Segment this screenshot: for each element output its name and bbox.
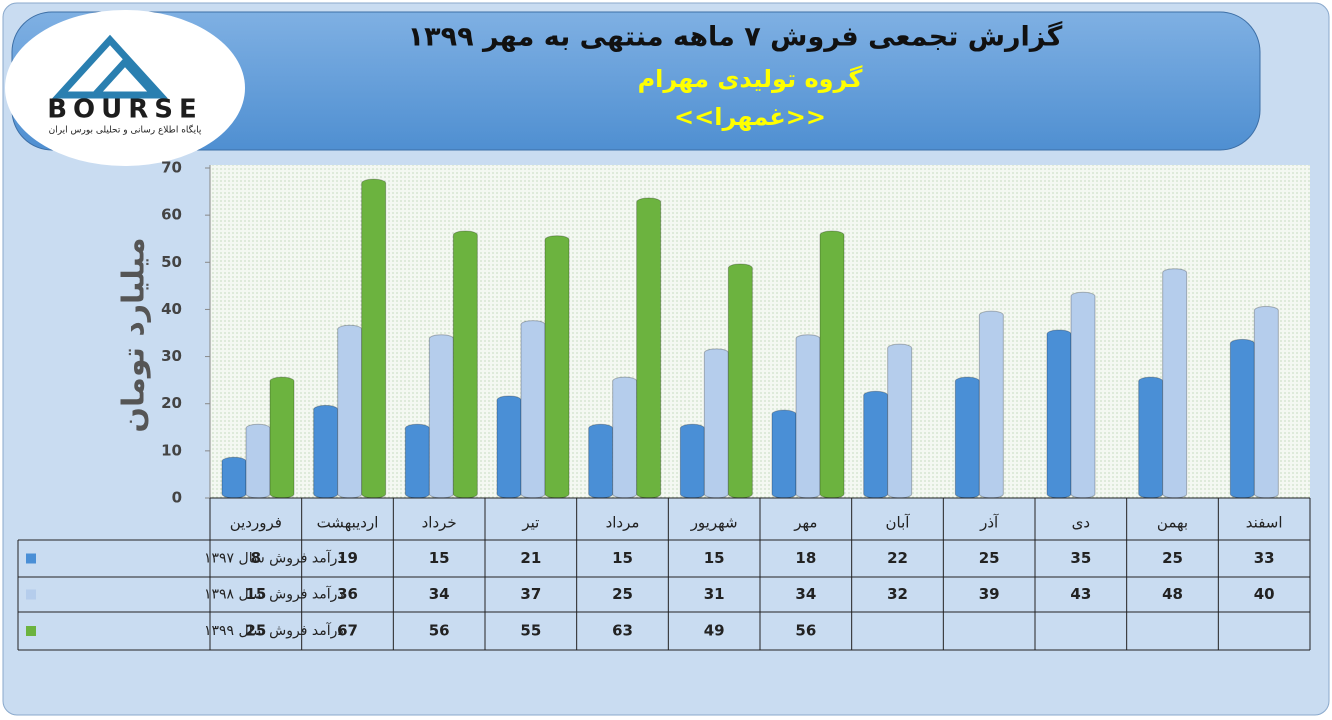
table-value: 43 xyxy=(1070,585,1091,603)
table-value: 36 xyxy=(337,585,358,603)
table-value: 48 xyxy=(1162,585,1183,603)
table-value: 19 xyxy=(337,549,358,567)
bar xyxy=(771,409,797,499)
table-value: 15 xyxy=(245,585,266,603)
bar xyxy=(703,348,729,499)
table-value: 32 xyxy=(887,585,908,603)
bar xyxy=(612,376,638,499)
table-value: 25 xyxy=(245,622,266,640)
bar xyxy=(313,404,339,499)
bar xyxy=(863,390,889,499)
x-tick-label: فروردین xyxy=(230,514,282,532)
table-value: 25 xyxy=(979,549,1000,567)
bar xyxy=(887,343,913,499)
bar xyxy=(1253,305,1279,499)
table-value: 37 xyxy=(520,585,541,603)
table-value: 40 xyxy=(1254,585,1275,603)
bar xyxy=(819,230,845,499)
table-value: 63 xyxy=(612,622,633,640)
table-value: 35 xyxy=(1070,549,1091,567)
table-value: 39 xyxy=(979,585,1000,603)
x-tick-label: آذر xyxy=(979,514,999,532)
chart-subtitle: گروه تولیدی مهرام xyxy=(638,65,863,93)
legend-label: درآمد فروش سال ۱۳۹۸ xyxy=(204,586,344,603)
bar xyxy=(588,423,614,499)
table-value: 56 xyxy=(429,622,450,640)
x-tick-label: تیر xyxy=(521,514,539,532)
bar xyxy=(404,423,430,499)
plot-area xyxy=(210,165,1310,498)
logo-name: BOURSE xyxy=(47,95,203,125)
legend-label: درآمد فروش سال ۱۳۹۷ xyxy=(204,550,344,567)
table-value: 56 xyxy=(795,622,816,640)
table-value: 18 xyxy=(795,549,816,567)
table-value: 15 xyxy=(429,549,450,567)
bar xyxy=(1138,376,1164,499)
bar xyxy=(727,263,753,499)
table-value: 31 xyxy=(704,585,725,603)
bar xyxy=(496,395,522,499)
table-value: 25 xyxy=(612,585,633,603)
y-axis-label: میلیارد تومان xyxy=(117,237,152,432)
x-tick-label: مهر xyxy=(793,514,817,532)
legend-swatch xyxy=(26,626,36,636)
table-value: 33 xyxy=(1254,549,1275,567)
bar xyxy=(636,197,662,499)
x-tick-label: بهمن xyxy=(1157,514,1188,532)
legend-swatch xyxy=(26,553,36,564)
y-tick-label: 70 xyxy=(161,159,182,177)
y-tick-label: 60 xyxy=(161,206,182,224)
x-tick-label: آبان xyxy=(886,514,911,532)
x-tick-label: اسفند xyxy=(1246,514,1283,532)
bar xyxy=(679,423,705,499)
table-value: 49 xyxy=(704,622,725,640)
table-value: 15 xyxy=(704,549,725,567)
logo-bg xyxy=(5,10,245,166)
y-tick-label: 30 xyxy=(161,347,182,365)
bar xyxy=(795,334,821,499)
x-tick-label: خرداد xyxy=(422,514,457,532)
bar xyxy=(269,376,295,499)
bar xyxy=(978,310,1004,499)
bar xyxy=(1162,268,1188,499)
table-value: 67 xyxy=(337,622,358,640)
bar xyxy=(1070,291,1096,499)
logo-icon xyxy=(52,34,168,99)
table-value: 34 xyxy=(795,585,816,603)
bar xyxy=(1229,338,1255,499)
table-value: 34 xyxy=(429,585,450,603)
y-tick-label: 40 xyxy=(161,300,182,318)
bar xyxy=(337,324,363,499)
y-tick-label: 0 xyxy=(172,489,182,507)
bar xyxy=(452,230,478,499)
x-tick-label: دی xyxy=(1072,514,1090,532)
logo-tagline: پایگاه اطلاع رسانی و تحلیلی بورس ایران xyxy=(49,124,202,136)
bar xyxy=(245,423,271,499)
table-value: 15 xyxy=(612,549,633,567)
bar xyxy=(428,334,454,499)
table-value: 21 xyxy=(520,549,541,567)
x-tick-label: شهریور xyxy=(690,514,738,532)
table-value: 22 xyxy=(887,549,908,567)
chart-symbol: <<غمهرا>> xyxy=(674,103,826,131)
chart-title: گزارش تجمعی فروش ۷ ماهه منتهی به مهر ۱۳۹… xyxy=(408,21,1063,53)
bar xyxy=(361,178,387,499)
bar xyxy=(1046,329,1072,499)
y-tick-label: 10 xyxy=(161,441,182,459)
table-value: 25 xyxy=(1162,549,1183,567)
bar xyxy=(954,376,980,499)
x-tick-label: مرداد xyxy=(606,514,640,532)
y-tick-label: 50 xyxy=(161,253,182,271)
table-value: 8 xyxy=(251,549,261,567)
legend-swatch xyxy=(26,589,36,600)
legend-label: درآمد فروش سال ۱۳۹۹ xyxy=(204,622,344,639)
bar xyxy=(520,320,546,499)
bar xyxy=(544,235,570,499)
bar xyxy=(221,456,247,499)
table-value: 55 xyxy=(520,622,541,640)
y-tick-label: 20 xyxy=(161,394,182,412)
x-tick-label: اردیبهشت xyxy=(317,514,379,532)
